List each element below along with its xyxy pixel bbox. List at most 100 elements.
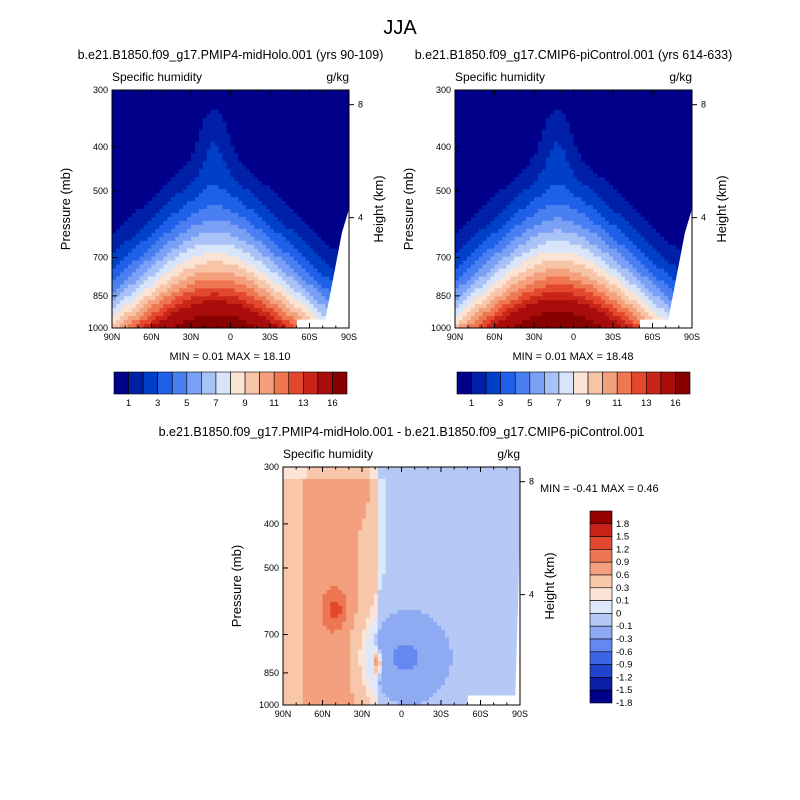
contour-cell	[250, 264, 255, 270]
contour-cell	[490, 129, 496, 135]
contour-cell	[325, 272, 330, 278]
contour-cell	[281, 228, 287, 234]
contour-cell	[506, 93, 511, 99]
contour-cell	[139, 109, 145, 115]
contour-cell	[325, 90, 330, 95]
contour-cell	[498, 197, 503, 202]
contour-cell	[285, 232, 291, 238]
contour-cell	[112, 109, 117, 115]
contour-cell	[490, 141, 496, 147]
contour-cell	[498, 149, 503, 155]
contour-cell	[510, 224, 515, 230]
contour-cell	[119, 133, 125, 139]
contour-cell	[258, 316, 263, 321]
contour-cell	[329, 268, 334, 274]
contour-cell	[462, 216, 468, 222]
contour-cell	[226, 292, 232, 297]
contour-cell	[281, 177, 287, 182]
contour-cell	[470, 232, 476, 238]
contour-cell	[474, 97, 480, 103]
contour-cell	[458, 201, 464, 206]
contour-cell	[115, 228, 121, 234]
contour-cell	[179, 205, 184, 210]
contour-cell	[147, 157, 153, 162]
contour-cell	[206, 165, 212, 170]
contour-cell	[341, 161, 346, 166]
contour-cell	[159, 193, 164, 198]
contour-cell	[277, 236, 283, 242]
contour-cell	[226, 157, 232, 162]
contour-cell	[321, 97, 326, 103]
contour-cell	[482, 169, 488, 174]
contour-cell	[183, 276, 188, 281]
contour-cell	[179, 185, 184, 190]
contour-cell	[191, 312, 196, 317]
contour-cell	[191, 149, 196, 155]
contour-cell	[510, 173, 515, 178]
contour-cell	[246, 205, 251, 210]
contour-cell	[293, 248, 299, 254]
contour-cell	[293, 260, 299, 266]
contour-cell	[333, 105, 338, 111]
contour-cell	[277, 232, 283, 238]
contour-cell	[119, 220, 125, 226]
contour-cell	[159, 157, 164, 162]
contour-cell	[194, 201, 200, 206]
contour-cell	[254, 113, 259, 119]
contour-cell	[234, 137, 239, 143]
contour-cell	[226, 133, 232, 139]
contour-cell	[179, 244, 184, 250]
contour-cell	[159, 189, 164, 194]
contour-cell	[329, 280, 334, 285]
contour-cell	[258, 240, 263, 246]
contour-cell	[127, 220, 133, 226]
contour-cell	[502, 248, 507, 254]
contour-cell	[281, 220, 287, 226]
contour-cell	[482, 165, 488, 170]
contour-cell	[273, 201, 279, 206]
contour-cell	[151, 244, 157, 250]
contour-cell	[258, 173, 263, 178]
contour-cell	[498, 205, 503, 210]
contour-cell	[266, 240, 271, 246]
contour-cell	[115, 236, 121, 242]
contour-cell	[143, 141, 149, 147]
contour-cell	[482, 121, 488, 127]
contour-cell	[187, 296, 192, 301]
contour-cell	[285, 193, 291, 198]
contour-cell	[482, 193, 488, 198]
contour-cell	[246, 177, 251, 182]
contour-cell	[147, 280, 153, 285]
contour-cell	[139, 304, 145, 309]
contour-cell	[309, 125, 315, 131]
contour-cell	[478, 117, 484, 123]
contour-cell	[155, 268, 160, 274]
contour-cell	[183, 284, 188, 289]
contour-cell	[112, 316, 117, 321]
contour-cell	[297, 228, 303, 234]
contour-cell	[301, 141, 307, 147]
contour-cell	[345, 161, 349, 166]
contour-cell	[514, 272, 519, 278]
contour-cell	[139, 296, 145, 301]
contour-cell	[325, 193, 330, 198]
contour-cell	[183, 268, 188, 274]
contour-cell	[534, 320, 539, 325]
contour-cell	[281, 252, 287, 258]
contour-cell	[270, 197, 275, 202]
contour-cell	[309, 304, 315, 309]
contour-cell	[270, 121, 275, 127]
contour-cell	[163, 240, 168, 246]
contour-cell	[218, 101, 224, 107]
contour-cell	[482, 109, 488, 115]
contour-cell	[254, 280, 259, 285]
contour-cell	[466, 312, 472, 317]
contour-cell	[112, 240, 117, 246]
contour-cell	[337, 157, 342, 162]
contour-cell	[159, 101, 164, 107]
contour-cell	[534, 133, 539, 139]
contour-cell	[486, 185, 492, 190]
contour-cell	[281, 97, 287, 103]
contour-cell	[238, 189, 243, 194]
contour-cell	[329, 165, 334, 170]
